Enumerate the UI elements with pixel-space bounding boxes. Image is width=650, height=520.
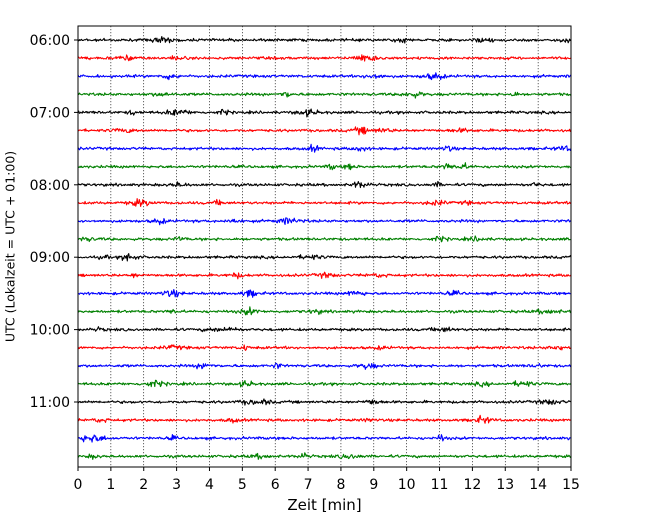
y-axis-ticks: 06:00 07:00 08:00 09:00 10:00 11:00 <box>30 33 78 411</box>
x-tick-label: 14 <box>529 477 547 493</box>
trace-0615 <box>77 54 572 62</box>
x-tick-label: 13 <box>496 477 514 493</box>
y-tick-label: 06:00 <box>30 33 70 49</box>
trace-0945 <box>77 306 572 316</box>
x-tick-label: 6 <box>271 477 280 493</box>
trace-1030 <box>77 362 572 370</box>
trace-0600 <box>77 36 572 44</box>
trace-0830 <box>77 217 572 226</box>
trace-0845 <box>77 235 572 243</box>
trace-0715 <box>77 126 572 136</box>
x-tick-label: 3 <box>172 477 181 493</box>
x-axis-ticks: 0 1 2 3 4 5 6 7 8 9 10 11 12 13 14 15 <box>74 467 580 493</box>
trace-0630 <box>77 72 572 81</box>
x-tick-label: 7 <box>304 477 313 493</box>
trace-0800 <box>77 180 572 189</box>
trace-1000 <box>77 326 572 333</box>
trace-1115 <box>77 414 572 424</box>
seismogram-traces <box>77 36 572 460</box>
trace-0745 <box>77 162 572 171</box>
y-axis-label: UTC (Lokalzeit = UTC + 01:00) <box>3 151 18 342</box>
trace-0930 <box>77 288 572 298</box>
trace-0915 <box>77 271 572 280</box>
y-tick-label: 08:00 <box>30 178 70 194</box>
y-tick-label: 11:00 <box>30 395 70 411</box>
plot-frame <box>77 25 572 468</box>
y-tick-label: 09:00 <box>30 250 70 266</box>
x-tick-label: 10 <box>398 477 416 493</box>
trace-1130 <box>77 433 572 443</box>
trace-0645 <box>77 91 572 99</box>
y-tick-label: 10:00 <box>30 323 70 339</box>
x-tick-label: 5 <box>238 477 247 493</box>
trace-0730 <box>77 143 572 153</box>
trace-1100 <box>77 398 572 406</box>
x-tick-label: 12 <box>463 477 481 493</box>
x-tick-label: 1 <box>106 477 115 493</box>
x-tick-label: 0 <box>74 477 83 493</box>
x-axis-label: Zeit [min] <box>287 496 361 514</box>
x-tick-label: 2 <box>139 477 148 493</box>
x-tick-label: 15 <box>562 477 580 493</box>
trace-1145 <box>77 452 572 460</box>
trace-1015 <box>77 344 572 351</box>
x-tick-label: 4 <box>205 477 214 493</box>
x-tick-label: 9 <box>369 477 378 493</box>
x-tick-label: 11 <box>431 477 449 493</box>
vertical-gridlines <box>110 26 539 467</box>
trace-0700 <box>77 108 572 118</box>
x-tick-label: 8 <box>336 477 345 493</box>
trace-0900 <box>77 253 572 262</box>
trace-0815 <box>77 198 572 207</box>
trace-1045 <box>77 379 572 388</box>
y-tick-label: 07:00 <box>30 105 70 121</box>
